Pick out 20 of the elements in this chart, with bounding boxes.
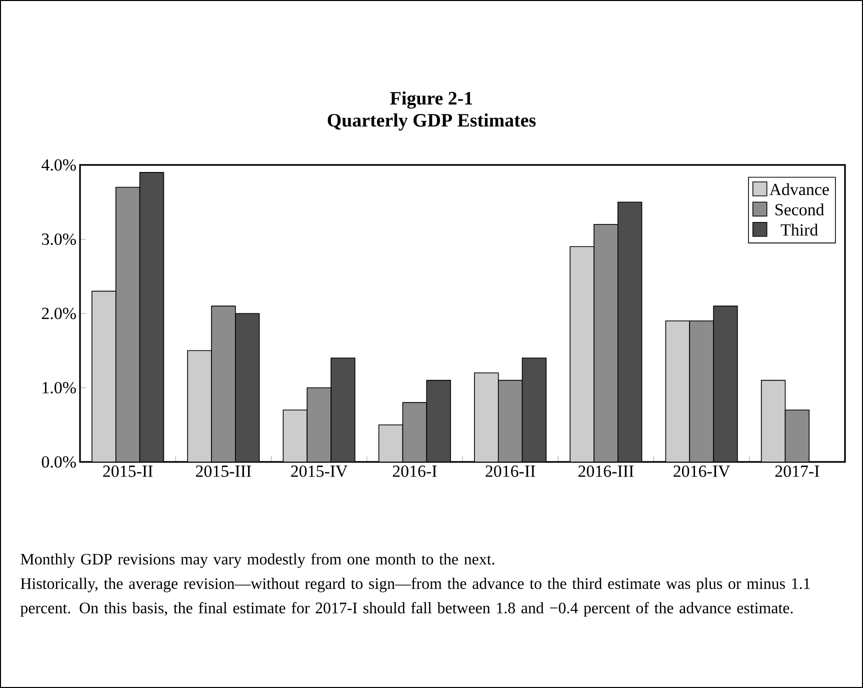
y-tick-label: 2.0% (42, 308, 76, 320)
chart-title: Figure 2-1 (390, 91, 472, 109)
x-tick-label: 2015-IV (291, 466, 348, 478)
x-tick-label: 2016-I (392, 466, 437, 477)
legend-label: Second (776, 203, 824, 216)
y-tick-label: 1.0% (42, 382, 76, 394)
x-tick-label: 2015-III (196, 466, 252, 477)
x-tick-label: 2016-IV (674, 466, 730, 478)
y-tick-label: 4.0% (42, 159, 76, 171)
x-tick-label: 2016-II (486, 466, 536, 477)
text: Monthly GDP revisions may vary modestly from one month to the next. (20, 553, 494, 568)
text: Historically, the average revision—without regard to sign—from the advance to the third estimate was plus or minus 1.1 percent. On this basis, the final estimate for 2017-I should fall between 1.8 and −0.4 percent of the advance estimate. (20, 578, 810, 617)
y-tick-label: 3.0% (42, 233, 76, 245)
x-tick-label: 2016-III (578, 466, 634, 477)
x-tick-label: 2017-I (775, 466, 820, 477)
y-tick-label: 0.0% (42, 456, 76, 468)
x-tick-label: 2015-II (103, 466, 153, 477)
legend-label: Third (780, 224, 818, 236)
chart-subtitle: Quarterly GDP Estimates (328, 113, 536, 131)
legend-label: Advance (769, 183, 829, 196)
